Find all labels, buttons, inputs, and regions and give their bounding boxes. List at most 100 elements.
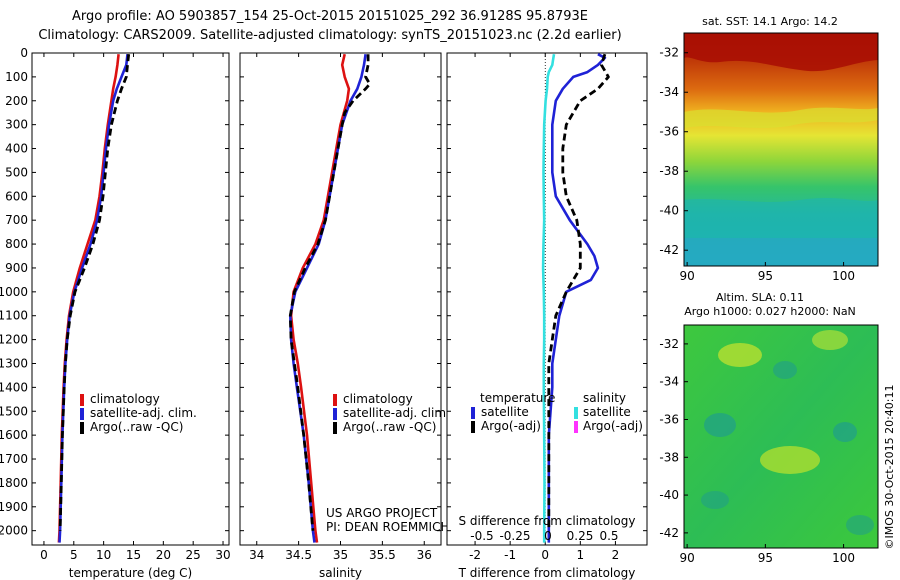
- legend-label-s-satellite: satellite: [583, 405, 631, 419]
- map-y-tick-label: -34: [659, 375, 679, 389]
- difference-x-axis: -2 -1 0 1 2: [469, 53, 619, 562]
- sst-front: [684, 107, 878, 128]
- legend-heading-salinity: salinity: [583, 391, 626, 405]
- legend-label-satellite-adj: satellite-adj. clim.: [343, 406, 450, 420]
- depth-tick-label: 1700: [0, 452, 28, 466]
- legend-swatch-s-satellite: [574, 407, 578, 419]
- depth-tick-label: 400: [5, 142, 28, 156]
- map-x-tick-label: 90: [679, 551, 694, 565]
- sst-heatmap: [683, 32, 879, 267]
- map-x-tick-label: 95: [758, 551, 773, 565]
- s-tick-label: -0.25: [499, 529, 530, 543]
- map-x-tick-label: 95: [758, 269, 773, 283]
- sla-low-patch: [704, 413, 736, 437]
- series-line-climatology: [289, 53, 351, 543]
- series-line-argo-raw-qc-: [288, 54, 372, 531]
- difference-depth-ticks: [447, 52, 647, 532]
- x-tick-label: 36: [417, 548, 432, 562]
- legend-swatch-climatology: [80, 394, 84, 406]
- series-line-argo-adj-: [547, 53, 610, 531]
- s-tick-label: 0.25: [567, 529, 594, 543]
- legend-label-t-satellite: satellite: [481, 405, 529, 419]
- depth-tick-label: 600: [5, 189, 28, 203]
- depth-tick-label: 1500: [0, 404, 28, 418]
- legend-swatch-argo: [333, 422, 337, 434]
- legend-label-climatology: climatology: [90, 392, 160, 406]
- x-tick-label: 0: [40, 548, 48, 562]
- salinity-series: [288, 53, 372, 543]
- legend-label-climatology: climatology: [343, 392, 413, 406]
- sla-high-patch: [718, 343, 762, 367]
- depth-tick-label: 500: [5, 165, 28, 179]
- temperature-series: [57, 54, 131, 543]
- sla-map-frame: [683, 324, 879, 549]
- map-y-tick-label: -36: [659, 125, 679, 139]
- salinity-legend: climatology satellite-adj. clim. Argo(..…: [333, 392, 450, 434]
- sst-warm-patch: [684, 33, 878, 72]
- depth-tick-label: 100: [5, 70, 28, 84]
- sla-low-patch: [701, 491, 729, 509]
- x-tick-label: 15: [126, 548, 141, 562]
- map-y-tick-label: -38: [659, 164, 679, 178]
- map-y-tick-label: -38: [659, 450, 679, 464]
- legend-label-argo: Argo(..raw -QC): [90, 420, 183, 434]
- x-tick-label: 35: [333, 548, 348, 562]
- depth-tick-label: 0: [20, 46, 28, 60]
- salinity-panel: 34 34.5 35 35.5 36 salinity climatology sate…: [239, 52, 450, 580]
- salinity-x-axis: 34 34.5 35 35.5 36: [249, 53, 432, 562]
- sla-map-panel: Altim. SLA: 0.11 Argo h1000: 0.027 h2000…: [659, 291, 879, 565]
- difference-axes-frame: [446, 52, 648, 546]
- x-tick-label: -1: [504, 548, 516, 562]
- sst-map-frame: [683, 32, 879, 267]
- map-y-tick-label: -34: [659, 85, 679, 99]
- x-tick-label: 2: [612, 548, 620, 562]
- depth-tick-label: 1800: [0, 476, 28, 490]
- map-x-tick-label: 100: [832, 551, 855, 565]
- temperature-legend: climatology satellite-adj. clim. Argo(..…: [80, 392, 197, 434]
- depth-tick-label: 800: [5, 237, 28, 251]
- depth-tick-label: 900: [5, 261, 28, 275]
- map-y-tick-label: -40: [659, 488, 679, 502]
- sla-heatmap: [683, 324, 879, 549]
- legend-label-t-argo: Argo(-adj): [481, 419, 541, 433]
- sla-low-patch: [773, 361, 797, 379]
- x-tick-label: -2: [469, 548, 481, 562]
- difference-series: [541, 53, 610, 543]
- depth-tick-label: 1400: [0, 380, 28, 394]
- depth-tick-label: 1300: [0, 356, 28, 370]
- x-tick-label: 5: [70, 548, 78, 562]
- series-line-satellite-adj-clim-: [58, 54, 129, 543]
- depth-tick-label: 300: [5, 118, 28, 132]
- x-tick-label: 1: [577, 548, 585, 562]
- s-tick-label: -0.5: [470, 529, 493, 543]
- x-tick-label: 10: [96, 548, 111, 562]
- s-difference-label: S difference from climatology: [459, 514, 636, 528]
- project-annotation-line2: PI: DEAN ROEMMICH: [326, 520, 449, 534]
- sla-high-patch: [812, 330, 848, 350]
- s-tick-label: 0.5: [599, 529, 618, 543]
- series-line-argo-raw-qc-: [58, 54, 131, 531]
- x-tick-label: 30: [215, 548, 230, 562]
- legend-swatch-argo: [80, 422, 84, 434]
- legend-swatch-s-argo: [574, 421, 578, 433]
- legend-label-s-argo: Argo(-adj): [583, 419, 643, 433]
- sla-map-axes: 90 95 100 -32 -34 -36 -38 -40 -42: [659, 337, 855, 565]
- legend-swatch-climatology: [333, 394, 337, 406]
- s-difference-ticklabels: -0.5 -0.25 0 0.25 0.5: [470, 529, 618, 543]
- s-tick-label: 0: [544, 529, 552, 543]
- legend-swatch-satellite-adj: [333, 408, 337, 420]
- difference-legend: temperature salinity satellite Argo(-adj…: [471, 391, 643, 433]
- sla-high-patch: [760, 446, 820, 474]
- salinity-depth-ticks: [240, 52, 441, 532]
- legend-label-satellite-adj: satellite-adj. clim.: [90, 406, 197, 420]
- map-y-tick-label: -42: [659, 243, 679, 257]
- x-tick-label: 35.5: [369, 548, 396, 562]
- sla-map-title-line2: Argo h1000: 0.027 h2000: NaN: [684, 305, 856, 318]
- sst-cool-band: [684, 198, 878, 266]
- map-y-tick-label: -40: [659, 204, 679, 218]
- figure-title-line2: Climatology: CARS2009. Satellite-adjuste…: [38, 28, 622, 43]
- depth-tick-label: 700: [5, 213, 28, 227]
- map-y-tick-label: -36: [659, 412, 679, 426]
- depth-tick-label: 1600: [0, 428, 28, 442]
